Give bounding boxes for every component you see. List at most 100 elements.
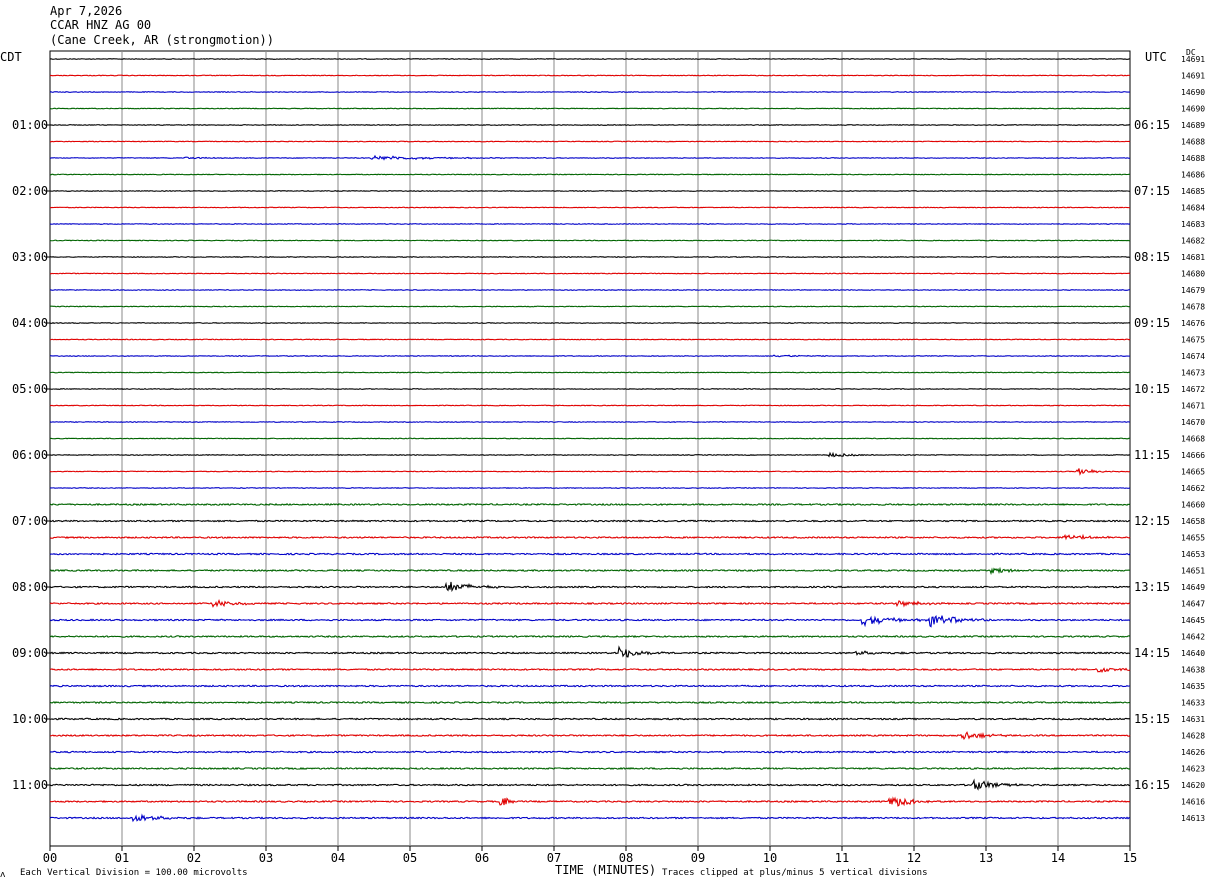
dc-offset-value: 14673 bbox=[1181, 369, 1205, 378]
seismic-trace bbox=[49, 421, 1131, 424]
dc-offset-value: 14631 bbox=[1181, 715, 1205, 724]
dc-offset-value: 14688 bbox=[1181, 138, 1205, 147]
x-tick-label: 03 bbox=[259, 851, 273, 865]
seismic-trace bbox=[49, 778, 1131, 791]
left-hour-label: 09:00 bbox=[12, 646, 48, 660]
seismic-trace bbox=[49, 354, 1131, 358]
dc-offset-value: 14626 bbox=[1181, 748, 1205, 757]
seismic-trace bbox=[49, 634, 1131, 639]
dc-offset-label: DC bbox=[1186, 48, 1196, 57]
dc-offset-value: 14665 bbox=[1181, 468, 1205, 477]
seismic-trace bbox=[49, 338, 1131, 341]
seismic-trace bbox=[49, 404, 1131, 407]
dc-offset-value: 14685 bbox=[1181, 187, 1205, 196]
station-location: (Cane Creek, AR (strongmotion)) bbox=[50, 33, 274, 47]
seismic-trace bbox=[49, 74, 1131, 77]
dc-offset-value: 14640 bbox=[1181, 649, 1205, 658]
dc-offset-value: 14635 bbox=[1181, 682, 1205, 691]
seismic-trace bbox=[49, 717, 1131, 721]
seismic-trace bbox=[49, 519, 1131, 523]
seismic-trace bbox=[49, 107, 1131, 110]
seismometer-icon: ᴧ bbox=[0, 870, 6, 880]
seismic-trace bbox=[49, 614, 1131, 628]
seismic-trace bbox=[49, 124, 1131, 126]
seismic-trace bbox=[49, 581, 1131, 593]
seismic-trace bbox=[49, 566, 1131, 576]
seismic-trace bbox=[49, 305, 1131, 308]
right-hour-label: 09:15 bbox=[1134, 316, 1170, 330]
dc-offset-value: 14658 bbox=[1181, 517, 1205, 526]
seismic-trace bbox=[49, 502, 1131, 507]
dc-offset-value: 14628 bbox=[1181, 732, 1205, 741]
x-tick-label: 15 bbox=[1123, 851, 1137, 865]
x-tick-label: 10 bbox=[763, 851, 777, 865]
seismic-trace bbox=[49, 533, 1131, 541]
dc-offset-value: 14679 bbox=[1181, 286, 1205, 295]
dc-offset-value: 14678 bbox=[1181, 303, 1205, 312]
dc-offset-value: 14684 bbox=[1181, 204, 1205, 213]
seismic-trace bbox=[49, 256, 1131, 259]
seismic-trace bbox=[49, 766, 1131, 771]
right-hour-label: 08:15 bbox=[1134, 250, 1170, 264]
clip-note: Traces clipped at plus/minus 5 vertical … bbox=[662, 868, 928, 878]
seismic-trace bbox=[49, 58, 1131, 60]
seismic-trace bbox=[49, 371, 1131, 374]
x-tick-label: 08 bbox=[619, 851, 633, 865]
right-hour-label: 10:15 bbox=[1134, 382, 1170, 396]
right-hour-label: 07:15 bbox=[1134, 184, 1170, 198]
plot-frame bbox=[49, 50, 1131, 847]
left-hour-label: 08:00 bbox=[12, 580, 48, 594]
left-hour-label: 07:00 bbox=[12, 514, 48, 528]
dc-offset-value: 14691 bbox=[1181, 55, 1205, 64]
left-hour-label: 04:00 bbox=[12, 316, 48, 330]
seismic-trace bbox=[49, 91, 1131, 93]
x-axis-label: TIME (MINUTES) bbox=[555, 863, 657, 877]
seismic-trace bbox=[49, 206, 1131, 209]
dc-offset-value: 14676 bbox=[1181, 319, 1205, 328]
left-hour-label: 01:00 bbox=[12, 118, 48, 132]
dc-offset-value: 14688 bbox=[1181, 154, 1205, 163]
dc-offset-value: 14671 bbox=[1181, 402, 1205, 411]
dc-offset-value: 14689 bbox=[1181, 121, 1205, 130]
dc-offset-value: 14613 bbox=[1181, 814, 1205, 823]
x-tick-label: 04 bbox=[331, 851, 345, 865]
seismic-trace bbox=[49, 388, 1131, 391]
seismic-trace bbox=[49, 599, 1131, 608]
seismic-trace bbox=[49, 487, 1131, 489]
dc-offset-value: 14690 bbox=[1181, 105, 1205, 114]
seismic-trace bbox=[49, 272, 1131, 275]
seismic-trace bbox=[49, 223, 1131, 226]
station-code: CCAR HNZ AG 00 bbox=[50, 18, 152, 32]
plot-date: Apr 7,2026 bbox=[50, 4, 123, 18]
x-tick-label: 01 bbox=[115, 851, 129, 865]
x-tick-label: 13 bbox=[979, 851, 993, 865]
vertical-scale-note: Each Vertical Division = 100.00 microvol… bbox=[20, 868, 248, 878]
seismic-trace bbox=[49, 173, 1131, 176]
dc-offset-value: 14655 bbox=[1181, 534, 1205, 543]
left-hour-label: 10:00 bbox=[12, 712, 48, 726]
right-hour-label: 15:15 bbox=[1134, 712, 1170, 726]
right-hour-label: 13:15 bbox=[1134, 580, 1170, 594]
left-timezone-label: CDT bbox=[0, 50, 22, 64]
seismic-trace bbox=[49, 289, 1131, 291]
seismic-trace bbox=[49, 731, 1131, 741]
dc-offset-value: 14633 bbox=[1181, 699, 1205, 708]
x-tick-label: 05 bbox=[403, 851, 417, 865]
dc-offset-value: 14680 bbox=[1181, 270, 1205, 279]
right-hour-label: 06:15 bbox=[1134, 118, 1170, 132]
x-tick-label: 14 bbox=[1051, 851, 1065, 865]
seismic-trace bbox=[49, 750, 1131, 754]
dc-offset-value: 14670 bbox=[1181, 418, 1205, 427]
seismic-trace bbox=[49, 437, 1131, 440]
dc-offset-value: 14642 bbox=[1181, 633, 1205, 642]
x-tick-label: 12 bbox=[907, 851, 921, 865]
x-tick-label: 02 bbox=[187, 851, 201, 865]
dc-offset-value: 14686 bbox=[1181, 171, 1205, 180]
seismic-trace bbox=[49, 189, 1131, 192]
right-hour-label: 11:15 bbox=[1134, 448, 1170, 462]
dc-offset-value: 14691 bbox=[1181, 72, 1205, 81]
seismic-trace bbox=[49, 154, 1131, 161]
seismic-trace bbox=[49, 451, 1131, 458]
left-hour-label: 06:00 bbox=[12, 448, 48, 462]
